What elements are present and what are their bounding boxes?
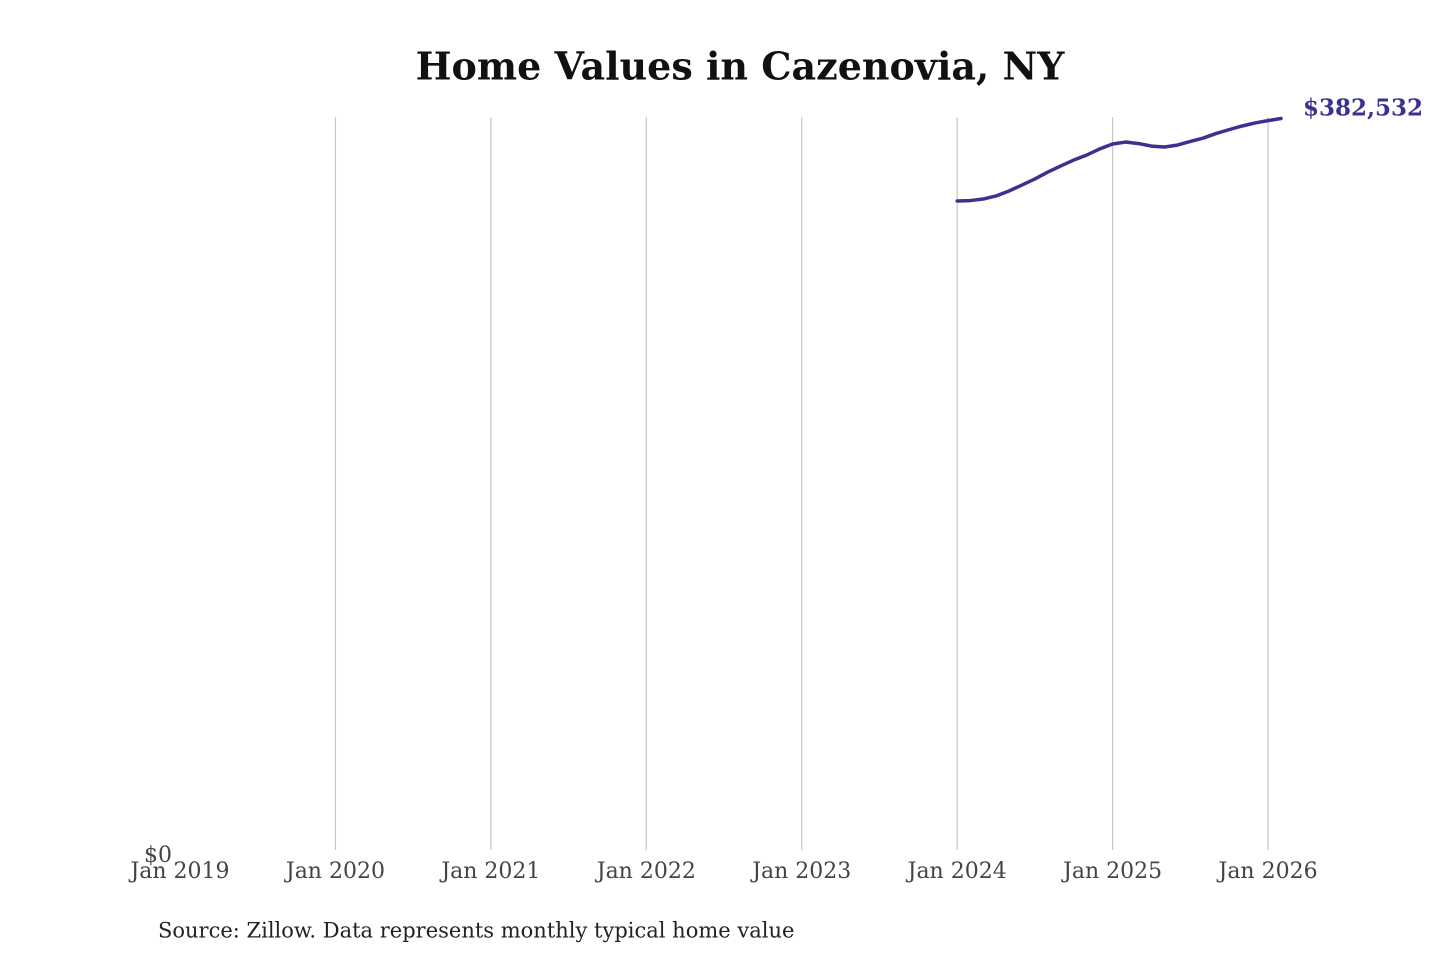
series-line: [955, 116, 1283, 203]
x-tick-label: Jan 2025: [1061, 859, 1162, 884]
x-tick-label: Jan 2023: [750, 859, 851, 884]
x-tick-label: Jan 2019: [128, 859, 229, 884]
x-tick-label: Jan 2026: [1217, 859, 1318, 884]
x-tick-label: Jan 2022: [595, 859, 696, 884]
value-label: $382,532: [1303, 94, 1423, 121]
source-note: Source: Zillow. Data represents monthly …: [158, 919, 794, 943]
chart-title: Home Values in Cazenovia, NY: [416, 44, 1066, 89]
x-tick-label: Jan 2021: [439, 859, 540, 884]
x-tick-label: Jan 2020: [284, 859, 385, 884]
y-tick-label: $0: [144, 843, 172, 868]
x-tick-label: Jan 2024: [906, 859, 1007, 884]
